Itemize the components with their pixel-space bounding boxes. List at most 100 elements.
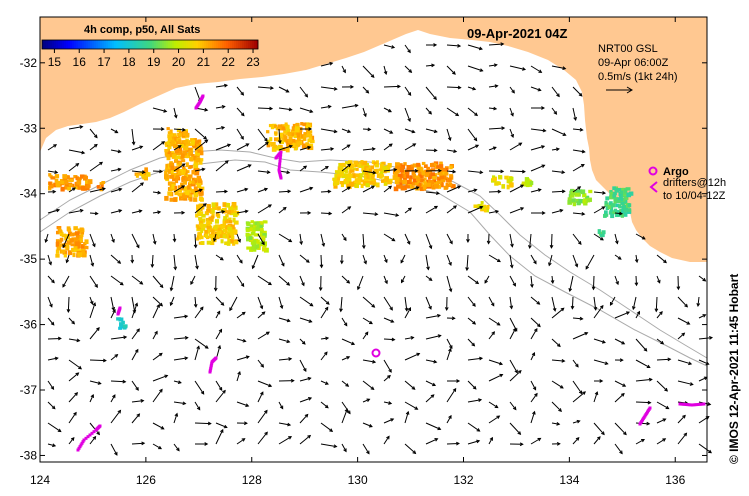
current-arrow [320, 401, 329, 409]
current-arrow [236, 275, 245, 288]
colorbar-tick-label: 16 [73, 55, 87, 69]
colorbar-swatch [42, 40, 45, 49]
current-arrow [593, 296, 598, 311]
sst-pixel [305, 124, 311, 129]
current-arrow [278, 357, 293, 361]
current-arrow [152, 374, 169, 382]
sst-pixel [245, 228, 250, 233]
sst-pixel [215, 212, 220, 217]
sst-pixel [255, 239, 260, 244]
sst-pixel [178, 161, 182, 167]
current-arrow [194, 338, 209, 349]
lon-tick-label: 126 [136, 473, 156, 487]
sst-pixel [393, 186, 399, 192]
current-arrow [572, 163, 585, 172]
current-arrow [89, 254, 95, 267]
current-arrow [677, 432, 688, 445]
current-arrow [341, 338, 356, 346]
current-arrow [572, 254, 579, 268]
sst-pixel [432, 176, 437, 180]
current-arrow [530, 410, 536, 424]
current-arrow [362, 359, 377, 364]
current-arrow [341, 144, 351, 151]
sst-pixel [194, 170, 200, 176]
current-arrow [572, 212, 586, 216]
sst-pixel [625, 187, 631, 191]
lat-tick-label: -37 [20, 383, 38, 397]
sst-pixel [54, 178, 59, 183]
sst-pixel [164, 175, 169, 180]
current-arrow [488, 84, 499, 88]
sst-pixel [197, 139, 202, 143]
colorbar-swatch [186, 40, 189, 49]
sst-pixel [582, 193, 587, 198]
current-arrow [446, 85, 462, 90]
sst-pixel [307, 133, 312, 138]
sst-pixel [55, 239, 60, 243]
current-arrow [215, 422, 228, 429]
current-arrow [215, 254, 224, 261]
current-arrow [425, 394, 435, 403]
current-arrow [194, 401, 201, 411]
current-arrow [89, 161, 104, 172]
current-arrow [194, 139, 209, 151]
sst-pixel [173, 197, 177, 202]
sst-pixel [627, 203, 632, 208]
current-arrow [110, 409, 122, 424]
sst-pixel [432, 180, 438, 185]
colorbar-swatch [108, 40, 111, 49]
current-arrow [484, 275, 490, 284]
sst-pixel [175, 175, 180, 179]
sst-pixel [524, 177, 530, 181]
current-arrow [236, 164, 252, 172]
current-arrow [528, 233, 532, 250]
current-arrow [299, 413, 309, 424]
sst-pixel [195, 157, 201, 163]
current-arrow [278, 206, 287, 214]
sst-pixel [603, 210, 608, 215]
current-arrow [47, 208, 61, 214]
colorbar-swatch [134, 40, 137, 49]
sst-pixel [342, 168, 347, 173]
sst-pixel [277, 124, 283, 129]
colorbar-swatch [234, 40, 237, 49]
current-arrow [446, 414, 452, 424]
sst-pixel [223, 216, 228, 220]
current-arrow [320, 165, 329, 172]
drifter-point [79, 443, 83, 447]
current-arrow [278, 233, 293, 243]
sst-pixel [610, 192, 615, 196]
sst-pixel [204, 211, 209, 216]
sst-pixel [263, 241, 268, 246]
drifter-legend-icon [649, 181, 658, 193]
current-arrow [257, 128, 268, 142]
current-arrow [404, 186, 420, 193]
sst-pixel [196, 207, 200, 212]
sst-pixel [187, 147, 193, 151]
sst-pixel [337, 173, 341, 179]
sst-pixel [308, 143, 314, 149]
sst-pixel [178, 146, 183, 151]
sst-pixel [374, 163, 379, 168]
current-arrow [593, 304, 604, 319]
sst-pixel [426, 182, 431, 187]
sst-pixel [167, 131, 172, 135]
current-arrow [530, 254, 537, 265]
current-arrow [152, 388, 163, 403]
sst-pixel [60, 186, 65, 192]
colorbar-swatch [104, 40, 107, 49]
sst-pixel [118, 317, 124, 322]
sst-pixel [354, 183, 359, 189]
current-arrow [488, 401, 499, 409]
current-arrow [257, 141, 269, 151]
current-arrow [677, 317, 691, 325]
sst-pixel [432, 177, 437, 183]
current-arrow [614, 275, 619, 286]
drifter-point [209, 367, 213, 371]
sst-pixel [443, 185, 448, 190]
colorbar-swatch [230, 40, 233, 49]
current-arrow [404, 128, 416, 134]
current-arrow [465, 254, 469, 272]
sst-pixel [349, 169, 355, 173]
sst-pixel [211, 237, 215, 242]
